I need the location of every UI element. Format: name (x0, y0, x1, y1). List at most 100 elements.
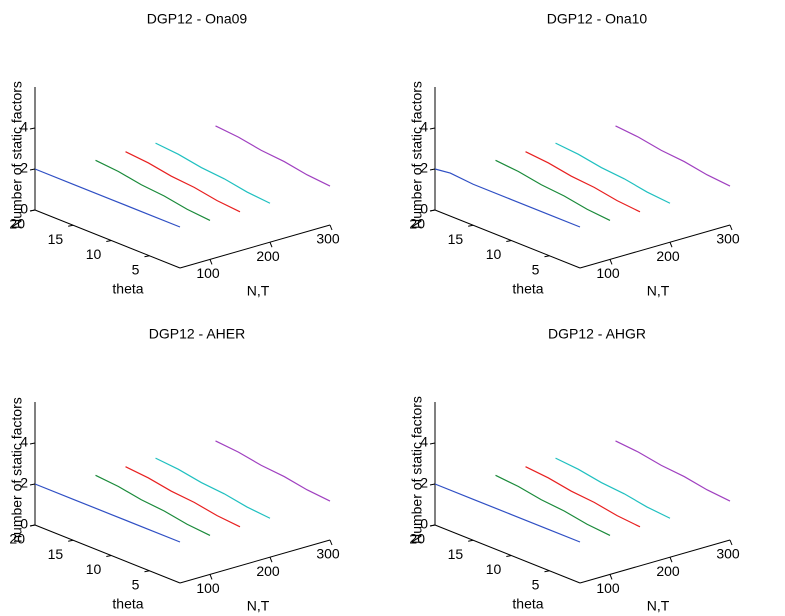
x-tick (669, 557, 673, 563)
x-axis (179, 224, 331, 269)
x-tick-label: 300 (716, 546, 740, 562)
x-axis-label: N,T (647, 598, 670, 614)
series-line (34, 483, 181, 543)
y-tick-label: 5 (532, 261, 540, 277)
y-tick-label: 5 (532, 576, 540, 592)
y-tick-label: 15 (48, 231, 64, 247)
y-tick (506, 555, 512, 558)
series-line (125, 466, 241, 528)
x-tick-label: 100 (196, 265, 220, 281)
x-tick-label: 100 (196, 580, 220, 596)
z-tick (429, 524, 436, 527)
y-tick-label: 10 (86, 246, 102, 262)
y-tick-label: 20 (409, 216, 425, 232)
x-tick (269, 557, 273, 563)
y-tick-label: 20 (9, 531, 25, 547)
y-tick-label: 5 (132, 576, 140, 592)
z-axis-label: Number of static factors (409, 81, 425, 229)
z-tick (29, 127, 36, 130)
y-tick-label: 15 (48, 546, 64, 562)
x-tick (609, 259, 613, 265)
x-tick (269, 242, 273, 248)
x-tick (729, 224, 733, 231)
series-line (525, 151, 641, 213)
y-tick (544, 255, 550, 258)
y-tick-label: 15 (448, 231, 464, 247)
z-tick-label: 2 (20, 475, 28, 491)
z-tick-label: 4 (20, 119, 28, 135)
z-tick-label: 0 (20, 201, 28, 217)
series-line (615, 125, 731, 187)
z-tick (29, 209, 36, 212)
z-tick-label: 4 (420, 434, 428, 450)
x-tick-label: 300 (316, 546, 340, 562)
y-tick (506, 240, 512, 243)
series-line (555, 457, 671, 519)
series-line (155, 142, 271, 204)
series-line (434, 168, 581, 228)
x-tick (329, 224, 333, 231)
series-line (555, 142, 671, 204)
z-axis-label: Number of static factors (9, 81, 25, 229)
y-tick-label: 20 (409, 531, 425, 547)
x-axis-label: N,T (247, 598, 270, 614)
series-line (495, 474, 611, 536)
y-tick-label: 5 (132, 261, 140, 277)
x-axis (179, 539, 331, 584)
z-tick (429, 483, 436, 486)
x-tick (209, 259, 213, 265)
y-tick (144, 570, 150, 573)
z-tick-label: 2 (420, 160, 428, 176)
y-tick (68, 224, 74, 227)
series-line (495, 159, 611, 221)
z-tick (429, 209, 436, 212)
y-tick-label: 10 (486, 246, 502, 262)
chart-title: DGP12 - AHER (149, 326, 245, 342)
z-tick (29, 483, 36, 486)
x-axis-label: N,T (647, 283, 670, 299)
x-tick-label: 100 (596, 265, 620, 281)
y-tick (468, 539, 474, 542)
y-axis-label: theta (512, 596, 543, 612)
y-tick-label: 10 (86, 561, 102, 577)
series-line (95, 474, 211, 536)
x-axis-label: N,T (247, 283, 270, 299)
series-line (155, 457, 271, 519)
series-line (125, 151, 241, 213)
z-axis-label: number of static factors (9, 397, 25, 543)
x-tick (609, 574, 613, 580)
series-line (525, 466, 641, 528)
series-line (34, 168, 181, 228)
z-tick-label: 4 (420, 119, 428, 135)
y-axis (34, 524, 181, 584)
y-tick (106, 555, 112, 558)
z-tick-label: 2 (20, 160, 28, 176)
series-line (434, 483, 581, 543)
series-line (95, 159, 211, 221)
x-axis (579, 539, 731, 584)
x-tick-label: 300 (316, 231, 340, 247)
x-tick-label: 200 (656, 248, 680, 264)
z-axis-label: Number of static factors (409, 396, 425, 544)
x-tick (669, 242, 673, 248)
series-line (215, 440, 331, 502)
y-tick (144, 255, 150, 258)
x-axis (579, 224, 731, 269)
series-line (215, 125, 331, 187)
y-axis-label: theta (512, 281, 543, 297)
y-tick (106, 240, 112, 243)
chart-title: DGP12 - AHGR (548, 326, 646, 342)
x-tick-label: 200 (656, 563, 680, 579)
z-tick-label: 4 (20, 434, 28, 450)
y-axis-label: theta (112, 596, 143, 612)
x-tick-label: 200 (256, 563, 280, 579)
z-tick-label: 0 (20, 516, 28, 532)
chart-title: DGP12 - Ona09 (147, 11, 248, 27)
y-tick (68, 539, 74, 542)
z-tick-label: 0 (420, 201, 428, 217)
y-tick (544, 570, 550, 573)
y-axis (34, 209, 181, 269)
z-tick (429, 442, 436, 445)
y-tick (468, 224, 474, 227)
